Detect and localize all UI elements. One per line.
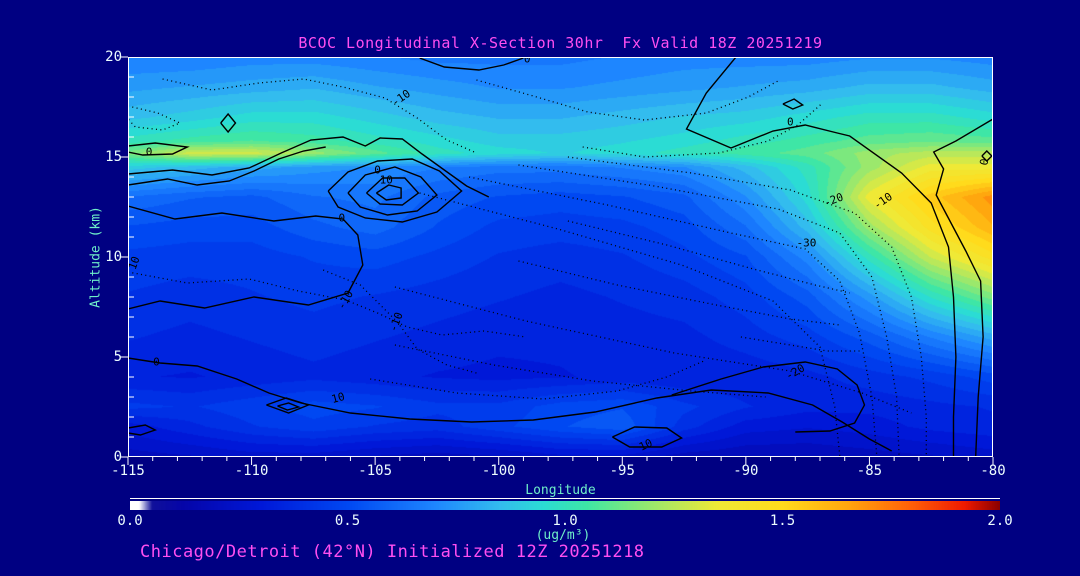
contour-label: -10 (871, 190, 895, 212)
colorbar-tick-label: 0.5 (334, 513, 361, 529)
x-tick-label: -90 (733, 463, 759, 479)
plot-frame (128, 57, 993, 457)
solid-contour (419, 57, 524, 71)
solid-contour (128, 136, 490, 198)
footer-caption: Chicago/Detroit (42°N) Initialized 12Z 2… (140, 542, 645, 562)
contour-label: 10 (126, 255, 143, 272)
solid-contour (932, 118, 993, 457)
contour-label: 0 (787, 116, 794, 129)
solid-contour (128, 142, 190, 156)
y-tick-label: 15 (105, 149, 122, 165)
colorbar-tick-label: 2.0 (987, 513, 1013, 529)
x-tick-label: -85 (856, 463, 883, 479)
contour-label: -20 (822, 190, 845, 209)
x-tick-label: -80 (980, 463, 1006, 479)
x-tick-label: -100 (481, 463, 516, 479)
contour-label: 10 (380, 174, 393, 187)
y-tick-label: 20 (105, 49, 122, 65)
contour-label: -10 (387, 310, 406, 333)
contour-label: 10 (637, 436, 655, 453)
solid-contour (128, 205, 364, 310)
dotted-contour (162, 78, 477, 154)
dotted-contour (567, 220, 850, 294)
solid-contour (327, 158, 463, 223)
contour-label: 0 (338, 212, 345, 225)
solid-contour (347, 166, 438, 216)
solid-contour (128, 424, 158, 436)
y-tick-label: 0 (113, 449, 122, 465)
dotted-contour (419, 192, 841, 457)
contour-label: 0 (977, 158, 991, 167)
x-tick-label: -115 (111, 463, 145, 479)
dotted-contour (518, 164, 900, 457)
dotted-contour (394, 286, 912, 414)
x-tick-label: -105 (358, 463, 392, 479)
contour-label: -10 (335, 288, 356, 312)
colorbar-tick-label: 1.5 (769, 513, 796, 529)
colorbar-unit-label: (ug/m³) (535, 528, 591, 543)
solid-contour (671, 361, 866, 433)
colorbar-tick-label: 0.0 (117, 513, 143, 529)
contour-label: -30 (796, 237, 816, 250)
dotted-contour (582, 102, 823, 158)
dotted-contour (370, 360, 705, 400)
solid-contour (128, 146, 326, 186)
contour-label: 10 (330, 390, 346, 406)
contour-fill-plot (128, 57, 993, 457)
dotted-contour (518, 260, 840, 326)
y-tick-label: 10 (105, 249, 122, 265)
colorbar (130, 501, 1000, 510)
solid-contour (375, 184, 402, 201)
solid-contour (220, 112, 237, 134)
solid-contour (366, 177, 420, 206)
axis-ticks (120, 56, 994, 465)
dotted-contour (394, 344, 766, 398)
x-tick-label: -95 (609, 463, 635, 479)
dotted-contour (128, 271, 526, 338)
solid-contour (782, 98, 805, 110)
dotted-contour (128, 105, 182, 131)
dotted-contour (476, 79, 779, 121)
colorbar-tick-label: 1.0 (552, 513, 578, 529)
dotted-contour (740, 336, 860, 352)
contour-label: -10 (389, 87, 413, 109)
chart-title: BCOC Longitudinal X-Section 30hr Fx Vali… (298, 34, 823, 52)
dotted-contour (567, 156, 927, 456)
solid-contour (685, 57, 957, 456)
solid-contour (612, 426, 684, 448)
solid-contour (128, 357, 893, 452)
contour-label: 0 (153, 356, 160, 369)
y-tick-label: 5 (113, 349, 122, 365)
x-tick-label: -110 (234, 463, 269, 479)
contour-label: 0 (146, 146, 153, 159)
contour-label: 0 (374, 164, 381, 177)
solid-contour (277, 402, 301, 411)
solid-contour (266, 397, 311, 414)
dotted-contour (468, 176, 878, 457)
x-axis-title: Longitude (525, 483, 596, 498)
solid-contour (981, 150, 993, 162)
contour-label: 0 (524, 53, 531, 66)
